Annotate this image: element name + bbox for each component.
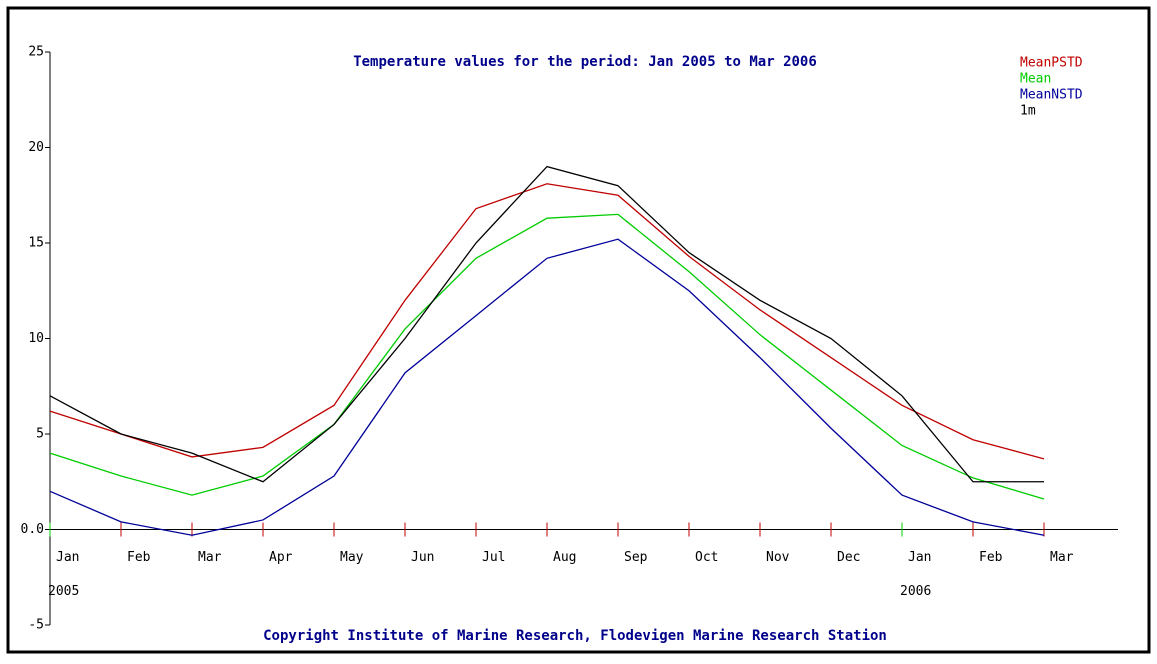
x-tick-label: Aug: [553, 550, 576, 565]
series-line: [49, 238, 1045, 536]
legend-entry: MeanPSTD: [1020, 56, 1083, 71]
x-tick-label: Sep: [624, 550, 648, 565]
series-line: [49, 213, 1045, 500]
legend-entry: 1m: [1020, 104, 1036, 119]
series-line: [49, 165, 1044, 483]
legend-entry: Mean: [1020, 72, 1051, 87]
legend-entry: MeanNSTD: [1020, 88, 1083, 103]
y-tick-label: 20: [28, 140, 44, 155]
y-tick-label: 15: [28, 236, 44, 251]
x-tick-label: Feb: [127, 550, 151, 565]
x-tick-label: Jun: [411, 550, 434, 565]
year-label: 2005: [48, 584, 79, 599]
x-tick-label: Apr: [269, 550, 293, 565]
x-tick-label: Mar: [198, 550, 222, 565]
x-tick-label: Feb: [979, 550, 1003, 565]
y-tick-label: 10: [28, 331, 44, 346]
x-tick-label: May: [340, 550, 364, 565]
x-tick-label: Jan: [908, 550, 931, 565]
y-tick-label: 5: [36, 427, 44, 442]
footer: Copyright Institute of Marine Research, …: [263, 628, 887, 644]
y-tick-label: 25: [28, 45, 44, 60]
series-line: [49, 183, 1045, 460]
x-tick-label: Mar: [1050, 550, 1074, 565]
x-tick-label: Dec: [837, 550, 860, 565]
chart-title: Temperature values for the period: Jan 2…: [353, 54, 817, 70]
x-tick-label: Jan: [56, 550, 79, 565]
x-tick-label: Jul: [482, 550, 505, 565]
x-tick-label: Nov: [766, 550, 790, 565]
x-tick-label: Oct: [695, 550, 718, 565]
year-label: 2006: [900, 584, 931, 599]
y-tick-label: 0.0: [21, 522, 44, 537]
frame: [6, 6, 1151, 654]
y-tick-label: -5: [28, 618, 44, 633]
